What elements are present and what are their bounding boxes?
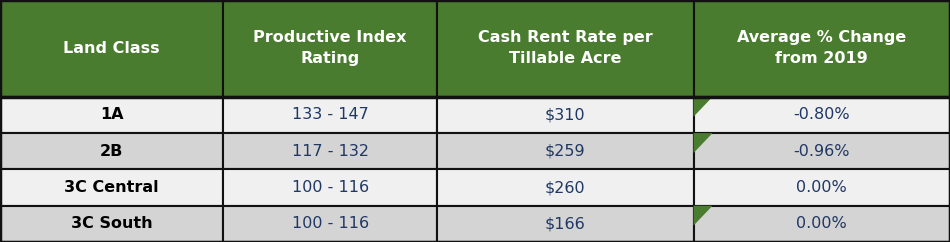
Text: 117 - 132: 117 - 132 <box>292 144 369 159</box>
Bar <box>0 206 223 242</box>
Bar <box>437 206 694 242</box>
Text: 100 - 116: 100 - 116 <box>292 180 369 195</box>
Text: $166: $166 <box>545 216 585 231</box>
Bar <box>0 97 223 133</box>
Bar <box>694 206 950 242</box>
Polygon shape <box>694 97 712 117</box>
Text: 100 - 116: 100 - 116 <box>292 216 369 231</box>
Text: 133 - 147: 133 - 147 <box>292 107 369 122</box>
Bar <box>223 97 437 133</box>
Text: $260: $260 <box>545 180 585 195</box>
Polygon shape <box>694 206 712 226</box>
Bar <box>223 169 437 206</box>
Bar <box>0 0 223 97</box>
Bar <box>437 97 694 133</box>
Bar <box>0 169 223 206</box>
Text: -0.96%: -0.96% <box>793 144 850 159</box>
Bar <box>223 0 437 97</box>
Bar <box>223 206 437 242</box>
Text: 2B: 2B <box>100 144 124 159</box>
Bar <box>223 133 437 169</box>
Text: $310: $310 <box>545 107 585 122</box>
Text: 0.00%: 0.00% <box>796 180 847 195</box>
Text: Average % Change
from 2019: Average % Change from 2019 <box>737 30 906 66</box>
Text: Cash Rent Rate per
Tillable Acre: Cash Rent Rate per Tillable Acre <box>478 30 653 66</box>
Text: $259: $259 <box>545 144 585 159</box>
Text: 0.00%: 0.00% <box>796 216 847 231</box>
Text: Productive Index
Rating: Productive Index Rating <box>254 30 407 66</box>
Bar <box>0 133 223 169</box>
Text: 1A: 1A <box>100 107 124 122</box>
Bar <box>694 169 950 206</box>
Text: -0.80%: -0.80% <box>793 107 850 122</box>
Text: Land Class: Land Class <box>64 41 160 56</box>
Bar <box>437 0 694 97</box>
Bar <box>437 169 694 206</box>
Bar <box>694 133 950 169</box>
Bar <box>437 133 694 169</box>
Bar <box>694 0 950 97</box>
Text: 3C South: 3C South <box>71 216 152 231</box>
Text: 3C Central: 3C Central <box>65 180 159 195</box>
Bar <box>694 97 950 133</box>
Polygon shape <box>694 133 712 153</box>
